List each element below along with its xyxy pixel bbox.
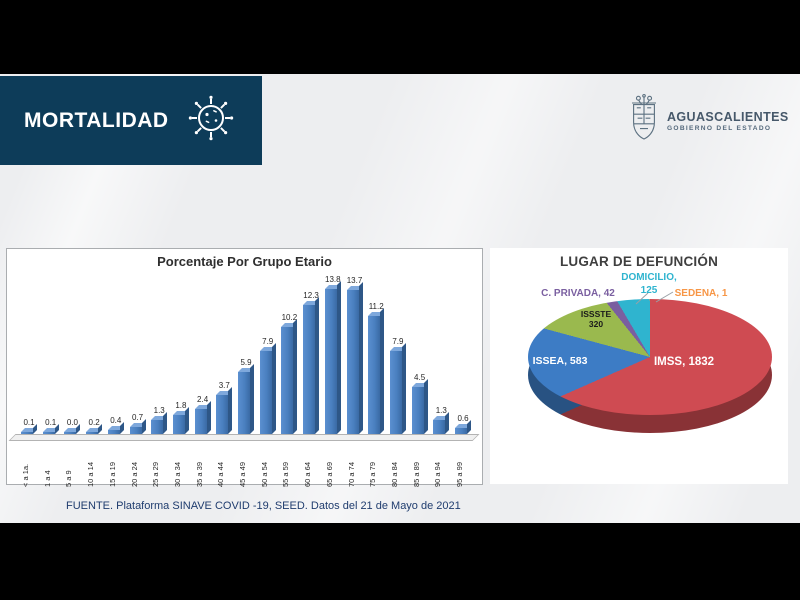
pie-label-sedena: SEDENA, 1: [674, 288, 728, 299]
bar-category-label: 95 a 99: [455, 461, 464, 487]
bar-category-label: 15 a 19: [107, 461, 117, 487]
bar-category-label: 75 a 79: [368, 461, 378, 487]
bar-value-label: 2.4: [197, 394, 209, 404]
top-letterbox-bar: [0, 0, 800, 74]
bar: [129, 418, 146, 434]
bar-value-label: 13.7: [346, 276, 363, 286]
bar: [411, 378, 428, 435]
bar-category-label: 60 a 64: [303, 461, 313, 487]
bar-value-label: 1.3: [435, 406, 447, 416]
bar-value-label: 0.0: [66, 418, 78, 427]
bar-value-label: 7.9: [392, 337, 404, 346]
bar-value-label: 10.2: [281, 312, 298, 322]
section-banner: MORTALIDAD: [0, 76, 262, 165]
pie-label-cprivada: C. PRIVADA, 42: [541, 288, 615, 299]
pie-label-issea: ISSEA, 583: [532, 355, 588, 367]
bar: [368, 308, 385, 434]
bar-value-label: 0.1: [23, 418, 35, 427]
bar-category-label: 55 a 59: [281, 461, 291, 487]
bar: [64, 424, 81, 434]
virus-icon: [187, 94, 235, 147]
state-logo: AGUASCALIENTES GOBIERNO DEL ESTADO: [628, 93, 788, 149]
bar: [346, 282, 363, 434]
bar-value-label: 12.3: [303, 290, 319, 300]
bar-value-label: 0.1: [45, 418, 57, 427]
bar-category-label: 70 a 74: [346, 461, 356, 487]
bar-value-label: 0.4: [110, 415, 122, 425]
pie-label-domicilio: DOMICILIO, 125: [621, 272, 677, 296]
state-crest-icon: [628, 93, 660, 150]
bar: [238, 364, 254, 434]
bar: [172, 407, 189, 434]
bar-value-label: 3.7: [218, 381, 230, 391]
bar-category-label: 35 a 39: [194, 461, 204, 487]
pie-label-issste: ISSSTE 320: [580, 309, 612, 329]
bar-category-label: 40 a 44: [216, 461, 226, 487]
bottom-letterbox-bar: [0, 523, 800, 600]
bar-value-label: 5.9: [240, 358, 252, 367]
bar: [281, 318, 298, 434]
bar: [216, 387, 233, 435]
bar: [86, 423, 103, 434]
logo-subtitle: GOBIERNO DEL ESTADO: [667, 124, 772, 132]
bar: [303, 296, 320, 434]
chart-3d-floor: [8, 434, 480, 441]
bar-value-label: 13.8: [325, 275, 341, 285]
bar-category-label: 50 a 54: [259, 461, 269, 487]
pie-chart-title: LUGAR DE DEFUNCIÓN: [559, 254, 719, 269]
bar-value-label: 0.6: [457, 413, 469, 423]
page-title: MORTALIDAD: [24, 108, 169, 132]
bar-category-label: 45 a 49: [238, 461, 247, 487]
bar-value-label: 1.3: [153, 406, 165, 416]
bar-category-label: 1 a 4: [42, 470, 52, 487]
bar-value-label: 4.5: [414, 372, 426, 382]
bar-category-label: 65 a 69: [324, 461, 334, 487]
age-chart-title: Porcentaje Por Grupo Etario: [157, 254, 332, 269]
bar-value-label: 0.2: [88, 417, 100, 427]
bar: [455, 419, 471, 434]
age-group-chart-panel: Porcentaje Por Grupo Etario 0.1 < a 1a. 0.…: [6, 248, 484, 487]
bar: [42, 424, 59, 434]
bar-category-label: < a 1a.: [21, 463, 30, 487]
bar: [194, 400, 211, 434]
logo-state-name: AGUASCALIENTES: [667, 109, 789, 124]
source-note: FUENTE. Plataforma SINAVE COVID -19, SEE…: [66, 500, 461, 512]
bar-category-label: 5 a 9: [64, 470, 74, 487]
bar: [389, 343, 406, 434]
bar-value-label: 7.9: [262, 337, 274, 346]
place-of-death-chart-panel: LUGAR DE DEFUNCIÓN IMSS, 1832 ISSEA, 583…: [490, 248, 788, 484]
bar: [324, 281, 341, 434]
bar: [21, 424, 37, 434]
age-chart-plot-area: 0.1 < a 1a. 0.1 1 a 4 0.0 5 a 9 0.2 10 a 14 0.4 1…: [7, 249, 484, 487]
bar-category-label: 85 a 89: [411, 461, 421, 487]
bar: [259, 343, 276, 434]
pie-label-imss: IMSS, 1832: [653, 356, 715, 368]
bar-category-label: 30 a 34: [172, 461, 182, 487]
bar: [151, 412, 168, 434]
bar: [433, 412, 450, 434]
bar-value-label: 11.2: [368, 302, 384, 312]
bar-category-label: 20 a 24: [129, 461, 139, 487]
bar: [107, 421, 124, 434]
bar-category-label: 25 a 29: [151, 461, 161, 487]
pie-chart: [528, 299, 772, 415]
bar-value-label: 1.8: [175, 401, 187, 411]
bar-category-label: 90 a 94: [433, 461, 443, 487]
bar-category-label: 80 a 84: [389, 461, 399, 487]
bar-category-label: 10 a 14: [86, 461, 96, 487]
bar-value-label: 0.7: [131, 412, 144, 422]
